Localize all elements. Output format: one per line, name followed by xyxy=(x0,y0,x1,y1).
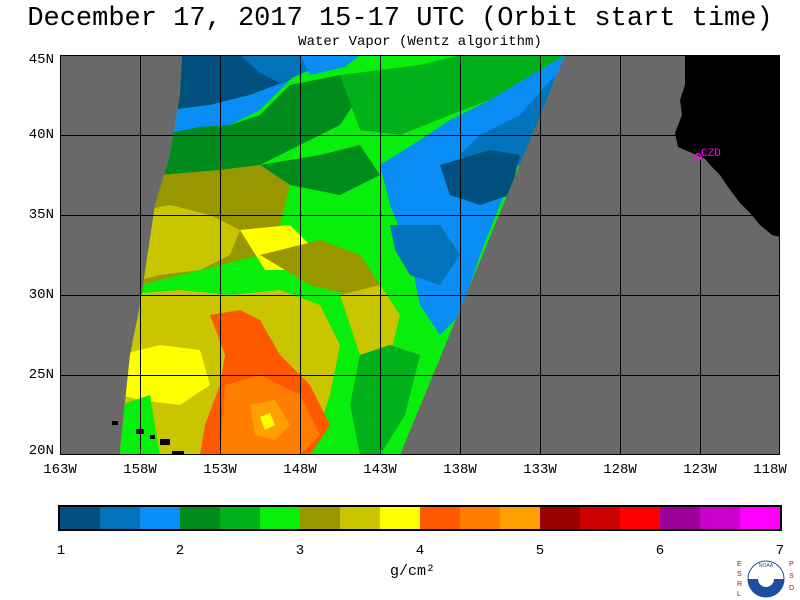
colorbar-tick-2: 2 xyxy=(175,543,185,559)
logo-letter-s: S xyxy=(737,571,742,578)
colorbar-swatch xyxy=(220,507,260,529)
land-inlet xyxy=(703,167,715,181)
colorbar-tick-7: 7 xyxy=(775,543,785,559)
colorbar-swatch xyxy=(300,507,340,529)
colorbar xyxy=(58,505,782,531)
colorbar-swatch xyxy=(500,507,540,529)
data-swath xyxy=(120,55,565,455)
grid-lines xyxy=(60,55,780,455)
colorbar-swatch xyxy=(580,507,620,529)
colorbar-swatch xyxy=(100,507,140,529)
colorbar-tick-4: 4 xyxy=(415,543,425,559)
noaa-esrl-psd-logo: E S R L NOAA P S D xyxy=(737,560,794,598)
logo-letter-e: E xyxy=(737,561,742,568)
map-border xyxy=(60,55,780,455)
lon-label-158w: 158W xyxy=(123,462,157,478)
colorbar-swatch xyxy=(620,507,660,529)
colorbar-swatch xyxy=(660,507,700,529)
colorbar-swatch xyxy=(740,507,780,529)
colorbar-tick-6: 6 xyxy=(655,543,665,559)
colorbar-swatch xyxy=(420,507,460,529)
logo-letter-s2: S xyxy=(789,573,794,580)
map-title: December 17, 2017 15-17 UTC (Orbit start… xyxy=(27,4,773,34)
colorbar-swatch xyxy=(460,507,500,529)
lon-label-143w: 143W xyxy=(363,462,397,478)
logo-letter-d: D xyxy=(789,585,794,592)
lat-label-35n: 35N xyxy=(28,207,54,223)
lat-label-40n: 40N xyxy=(28,127,54,143)
colorbar-unit: g/cm² xyxy=(390,563,436,580)
lat-label-20n: 20N xyxy=(28,443,54,459)
lon-label-138w: 138W xyxy=(443,462,477,478)
lat-label-25n: 25N xyxy=(28,367,54,383)
lon-label-153w: 153W xyxy=(203,462,237,478)
colorbar-swatch xyxy=(540,507,580,529)
lon-label-133w: 133W xyxy=(523,462,557,478)
colorbar-swatch xyxy=(380,507,420,529)
city-marker-icon xyxy=(694,153,702,161)
colorbar-swatch xyxy=(60,507,100,529)
logo-letter-p: P xyxy=(789,561,794,568)
colorbar-swatch xyxy=(180,507,220,529)
colorbar-swatch xyxy=(260,507,300,529)
water-vapor-map: CZD xyxy=(60,55,780,455)
land-mass xyxy=(675,55,780,237)
colorbar-swatch xyxy=(140,507,180,529)
city-label: CZD xyxy=(701,148,721,160)
logo-letter-l: L xyxy=(737,591,741,598)
lat-label-30n: 30N xyxy=(28,287,54,303)
colorbar-tick-1: 1 xyxy=(56,543,66,559)
lon-label-123w: 123W xyxy=(683,462,717,478)
lon-label-118w: 118W xyxy=(753,462,787,478)
colorbar-tick-3: 3 xyxy=(295,543,305,559)
lon-label-128w: 128W xyxy=(603,462,637,478)
lon-label-163w: 163W xyxy=(43,462,77,478)
colorbar-swatch xyxy=(340,507,380,529)
logo-letter-r: R xyxy=(737,581,742,588)
logo-emblem-text: NOAA xyxy=(759,563,774,569)
lat-label-45n: 45N xyxy=(28,52,54,68)
lon-label-148w: 148W xyxy=(283,462,317,478)
colorbar-tick-5: 5 xyxy=(535,543,545,559)
colorbar-swatch xyxy=(700,507,740,529)
map-subtitle: Water Vapor (Wentz algorithm) xyxy=(298,34,542,50)
